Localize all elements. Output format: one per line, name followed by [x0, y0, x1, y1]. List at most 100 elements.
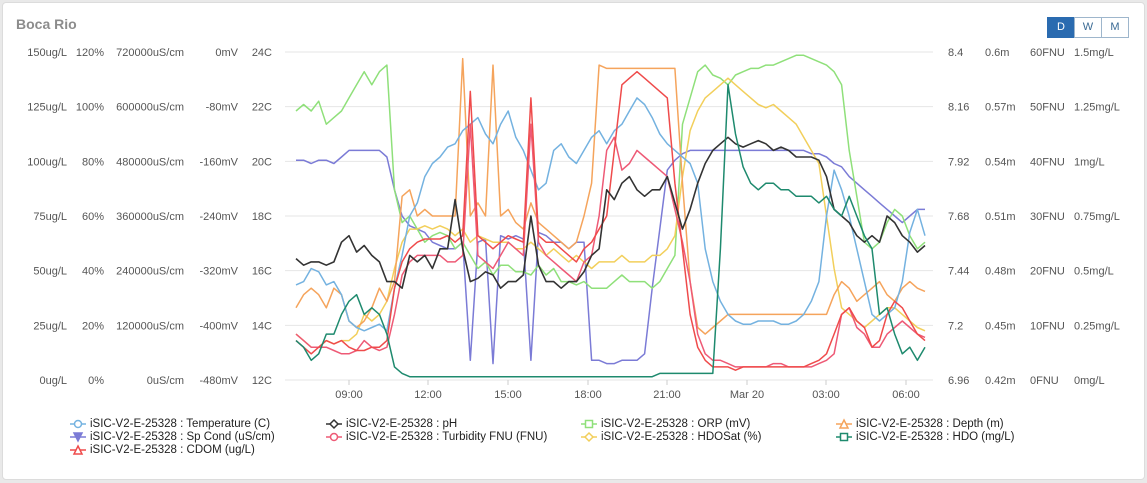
- y-tick-label: 0mV: [215, 47, 238, 59]
- series-line-depth: [295, 57, 926, 335]
- legend-label: iSIC-V2-E-25328 : Sp Cond (uS/cm): [90, 431, 275, 443]
- range-button-month[interactable]: M: [1101, 17, 1129, 38]
- y-tick-label: 7.92: [948, 156, 969, 168]
- y-tick-label: 0.57m: [985, 102, 1016, 114]
- y-tick-label: 24C: [252, 47, 272, 59]
- legend-marker-icon: [581, 431, 597, 443]
- range-button-week[interactable]: W: [1074, 17, 1102, 38]
- y-tick-label: 20FNU: [1030, 266, 1065, 278]
- y-tick-label: 0mg/L: [1074, 375, 1105, 387]
- legend-label: iSIC-V2-E-25328 : Depth (m): [856, 418, 1004, 430]
- y-tick-label: 360000uS/cm: [116, 211, 184, 223]
- y-tick-label: 0.42m: [985, 375, 1016, 387]
- y-tick-label: 50FNU: [1030, 102, 1065, 114]
- y-tick-label: 40FNU: [1030, 156, 1065, 168]
- legend-item-cdom[interactable]: iSIC-V2-E-25328 : CDOM (ug/L): [70, 444, 255, 456]
- x-tick-label: 12:00: [414, 389, 442, 401]
- legend-item-turbidity[interactable]: iSIC-V2-E-25328 : Turbidity FNU (FNU): [326, 431, 547, 443]
- legend-item-hdo[interactable]: iSIC-V2-E-25328 : HDO (mg/L): [836, 431, 1015, 443]
- y-tick-label: 0.51m: [985, 211, 1016, 223]
- y-tick-label: 0.6m: [985, 47, 1009, 59]
- y-tick-label: 120%: [76, 47, 104, 59]
- y-tick-label: 1.25mg/L: [1074, 102, 1120, 114]
- y-tick-label: -400mV: [199, 320, 238, 332]
- y-tick-label: -480mV: [199, 375, 238, 387]
- y-tick-label: 8.16: [948, 102, 969, 114]
- y-tick-label: -320mV: [199, 266, 238, 278]
- legend-label: iSIC-V2-E-25328 : HDOSat (%): [601, 431, 762, 443]
- y-tick-label: 75ug/L: [33, 211, 67, 223]
- y-tick-label: 240000uS/cm: [116, 266, 184, 278]
- y-tick-label: 50ug/L: [33, 266, 67, 278]
- y-tick-label: 720000uS/cm: [116, 47, 184, 59]
- x-tick-label: 03:00: [812, 389, 840, 401]
- legend-marker-icon: [326, 432, 342, 442]
- series-line-ph: [295, 136, 926, 289]
- y-tick-label: 1mg/L: [1074, 156, 1105, 168]
- legend-marker-icon: [836, 432, 852, 442]
- y-tick-label: 600000uS/cm: [116, 102, 184, 114]
- y-tick-label: 60FNU: [1030, 47, 1065, 59]
- y-tick-label: 0.48m: [985, 266, 1016, 278]
- legend-item-ph[interactable]: iSIC-V2-E-25328 : pH: [326, 418, 457, 430]
- y-tick-label: 80%: [82, 156, 104, 168]
- legend-label: iSIC-V2-E-25328 : Turbidity FNU (FNU): [346, 431, 548, 443]
- y-tick-label: 0.54m: [985, 156, 1016, 168]
- legend-marker-icon: [836, 418, 852, 429]
- y-tick-label: 125ug/L: [27, 102, 67, 114]
- range-button-day[interactable]: D: [1047, 17, 1075, 38]
- y-tick-label: 120000uS/cm: [116, 320, 184, 332]
- legend-marker-icon: [70, 419, 86, 429]
- x-tick-label: Mar 20: [730, 389, 764, 401]
- y-tick-label: 0.45m: [985, 320, 1016, 332]
- series-line-temperature: [295, 97, 926, 332]
- y-tick-label: 0%: [88, 375, 104, 387]
- y-tick-label: 100%: [76, 102, 104, 114]
- y-tick-label: 40%: [82, 266, 104, 278]
- legend-item-depth[interactable]: iSIC-V2-E-25328 : Depth (m): [836, 418, 1004, 430]
- y-tick-label: 60%: [82, 211, 104, 223]
- y-tick-label: 0.5mg/L: [1074, 266, 1114, 278]
- legend-item-spcond[interactable]: iSIC-V2-E-25328 : Sp Cond (uS/cm): [70, 431, 275, 443]
- x-tick-label: 18:00: [574, 389, 602, 401]
- y-tick-label: 0ug/L: [39, 375, 67, 387]
- y-tick-label: 18C: [252, 211, 272, 223]
- y-tick-label: 6.96: [948, 375, 969, 387]
- y-tick-label: 25ug/L: [33, 320, 67, 332]
- legend-marker-icon: [70, 444, 86, 455]
- legend-item-temperature[interactable]: iSIC-V2-E-25328 : Temperature (C): [70, 418, 270, 430]
- series-line-hdosat: [295, 77, 926, 348]
- x-tick-label: 21:00: [653, 389, 681, 401]
- legend-label: iSIC-V2-E-25328 : HDO (mg/L): [856, 431, 1015, 443]
- y-tick-label: -80mV: [206, 102, 239, 114]
- x-tick-label: 09:00: [335, 389, 363, 401]
- y-tick-label: 16C: [252, 266, 272, 278]
- legend-label: iSIC-V2-E-25328 : pH: [346, 418, 458, 430]
- y-tick-label: 0.75mg/L: [1074, 211, 1120, 223]
- y-tick-label: 12C: [252, 375, 272, 387]
- y-tick-label: -240mV: [199, 211, 238, 223]
- y-tick-label: 14C: [252, 320, 272, 332]
- legend-marker-icon: [326, 418, 342, 430]
- x-tick-label: 15:00: [494, 389, 522, 401]
- y-tick-label: 8.4: [948, 47, 963, 59]
- y-tick-label: 22C: [252, 102, 272, 114]
- y-tick-label: 100ug/L: [27, 156, 67, 168]
- y-tick-label: 480000uS/cm: [116, 156, 184, 168]
- range-selector: D W M: [1047, 17, 1129, 38]
- legend-label: iSIC-V2-E-25328 : Temperature (C): [90, 418, 271, 430]
- legend-marker-icon: [581, 419, 597, 429]
- y-tick-label: 0FNU: [1030, 375, 1059, 387]
- y-tick-label: 20C: [252, 156, 272, 168]
- legend-item-hdosat[interactable]: iSIC-V2-E-25328 : HDOSat (%): [581, 431, 761, 443]
- series-line-hdo: [295, 84, 926, 378]
- y-tick-label: 1.5mg/L: [1074, 47, 1114, 59]
- x-tick-label: 06:00: [892, 389, 920, 401]
- chart-title: Boca Rio: [16, 16, 77, 32]
- legend-marker-icon: [70, 432, 86, 443]
- y-tick-label: 7.68: [948, 211, 969, 223]
- legend-item-orp[interactable]: iSIC-V2-E-25328 : ORP (mV): [581, 418, 750, 430]
- legend-label: iSIC-V2-E-25328 : CDOM (ug/L): [90, 444, 255, 456]
